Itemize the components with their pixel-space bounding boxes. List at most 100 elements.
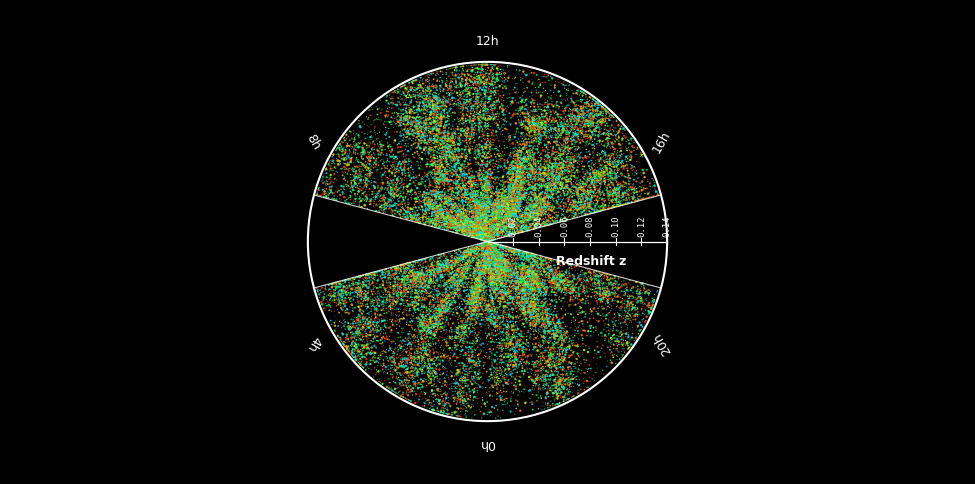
- Point: [530, 269, 546, 277]
- Point: [455, 164, 471, 171]
- Point: [610, 292, 626, 300]
- Point: [488, 265, 504, 273]
- Point: [566, 100, 582, 108]
- Point: [458, 311, 474, 318]
- Point: [456, 321, 472, 329]
- Point: [603, 292, 618, 300]
- Point: [501, 323, 517, 331]
- Point: [353, 287, 369, 295]
- Point: [464, 189, 480, 197]
- Point: [538, 287, 554, 295]
- Point: [405, 324, 420, 332]
- Point: [456, 165, 472, 172]
- Point: [475, 253, 490, 261]
- Point: [428, 314, 444, 321]
- Point: [459, 194, 475, 202]
- Point: [429, 395, 445, 403]
- Point: [442, 224, 457, 231]
- Point: [467, 120, 483, 128]
- Point: [492, 223, 508, 231]
- Point: [509, 246, 525, 254]
- Point: [410, 131, 425, 139]
- Point: [532, 106, 548, 114]
- Point: [532, 134, 548, 142]
- Point: [422, 182, 438, 190]
- Point: [504, 299, 520, 307]
- Point: [451, 269, 467, 276]
- Point: [403, 354, 418, 362]
- Point: [460, 125, 476, 133]
- Point: [472, 197, 488, 205]
- Point: [465, 223, 481, 231]
- Point: [517, 250, 532, 258]
- Point: [567, 317, 583, 324]
- Point: [490, 67, 506, 75]
- Point: [556, 180, 571, 187]
- Point: [514, 186, 529, 194]
- Point: [472, 295, 488, 303]
- Point: [431, 342, 447, 350]
- Point: [346, 274, 362, 282]
- Point: [587, 177, 603, 185]
- Point: [514, 178, 529, 186]
- Point: [555, 157, 570, 165]
- Point: [441, 136, 456, 143]
- Point: [470, 234, 486, 242]
- Point: [462, 265, 478, 272]
- Point: [491, 70, 507, 77]
- Point: [468, 290, 484, 298]
- Point: [481, 104, 496, 112]
- Point: [427, 302, 443, 310]
- Point: [495, 279, 511, 287]
- Point: [461, 251, 477, 258]
- Point: [465, 204, 481, 212]
- Point: [478, 92, 493, 100]
- Point: [493, 272, 509, 280]
- Point: [537, 190, 553, 198]
- Point: [471, 221, 487, 228]
- Point: [406, 119, 421, 126]
- Point: [549, 339, 565, 347]
- Point: [601, 282, 616, 290]
- Point: [441, 401, 456, 408]
- Point: [491, 338, 507, 346]
- Point: [598, 285, 613, 292]
- Point: [480, 243, 495, 251]
- Point: [473, 115, 488, 122]
- Point: [585, 96, 601, 104]
- Point: [433, 177, 448, 184]
- Point: [508, 258, 524, 266]
- Point: [487, 369, 502, 377]
- Point: [460, 215, 476, 223]
- Point: [560, 131, 575, 139]
- Point: [476, 228, 491, 236]
- Point: [404, 129, 419, 136]
- Point: [522, 277, 537, 285]
- Point: [590, 105, 605, 113]
- Point: [491, 249, 507, 257]
- Point: [549, 314, 565, 322]
- Point: [491, 251, 507, 258]
- Point: [498, 365, 514, 373]
- Point: [451, 188, 467, 196]
- Point: [491, 205, 507, 213]
- Point: [440, 333, 455, 341]
- Point: [481, 237, 496, 244]
- Point: [407, 306, 422, 314]
- Point: [471, 161, 487, 169]
- Point: [543, 257, 559, 265]
- Point: [496, 339, 512, 347]
- Point: [489, 231, 505, 239]
- Point: [536, 195, 552, 203]
- Point: [525, 139, 540, 147]
- Point: [466, 304, 482, 312]
- Point: [525, 206, 540, 213]
- Point: [405, 269, 420, 276]
- Point: [497, 243, 513, 251]
- Point: [479, 237, 494, 244]
- Point: [501, 315, 517, 323]
- Point: [477, 216, 492, 224]
- Point: [427, 222, 443, 230]
- Point: [466, 394, 482, 402]
- Point: [373, 144, 389, 151]
